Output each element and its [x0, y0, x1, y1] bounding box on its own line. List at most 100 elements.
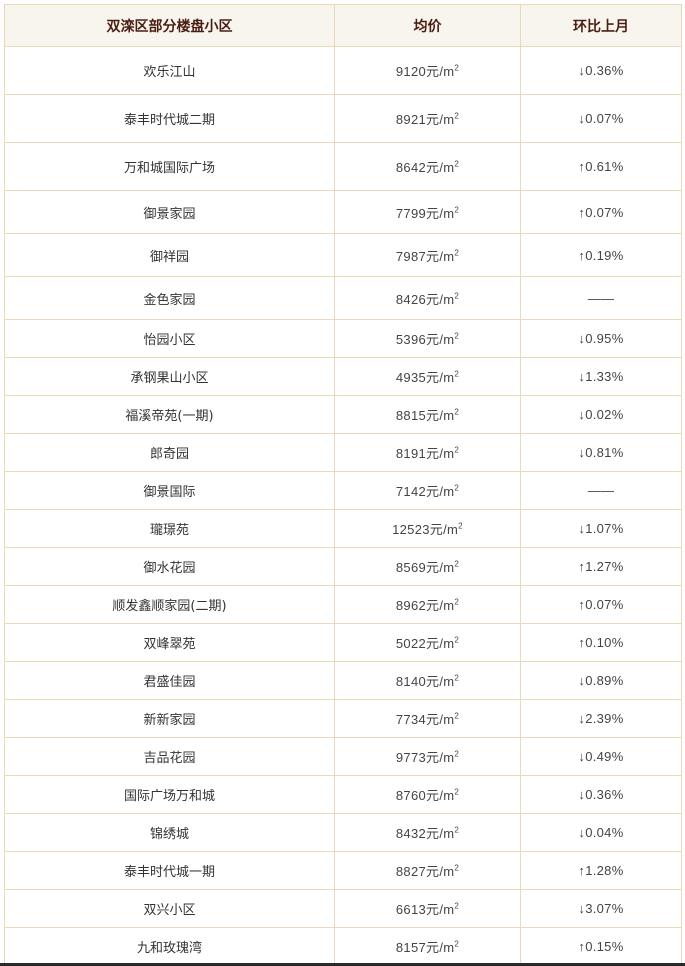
avg-price: 8140元/m2: [334, 661, 521, 700]
price-unit-sup: 2: [454, 635, 460, 645]
mom-change: ↓3.07%: [520, 889, 682, 928]
price-unit: 元/m: [426, 826, 455, 841]
table-row: 君盛佳园 8140元/m2 ↓0.89%: [4, 661, 682, 700]
mom-change: ↓0.07%: [520, 94, 682, 143]
price-unit-sup: 2: [454, 159, 460, 169]
avg-price: 5022元/m2: [334, 623, 521, 662]
price-value: 8191: [395, 446, 427, 461]
price-unit-sup: 2: [454, 939, 460, 949]
mom-change: ↓0.49%: [520, 737, 682, 776]
community-name: 君盛佳园: [4, 661, 335, 700]
mom-change: ↓0.81%: [520, 433, 682, 472]
mom-change: ↓2.39%: [520, 699, 682, 738]
community-name: 御水花园: [4, 547, 335, 586]
avg-price: 6613元/m2: [334, 889, 521, 928]
avg-price: 5396元/m2: [334, 319, 521, 358]
table-row: 御景国际 7142元/m2 ——: [4, 471, 682, 510]
avg-price: 8962元/m2: [334, 585, 521, 624]
table-row: 双兴小区 6613元/m2 ↓3.07%: [4, 889, 682, 928]
table-row: 泰丰时代城二期 8921元/m2 ↓0.07%: [4, 94, 682, 143]
price-value: 7142: [395, 484, 427, 499]
mom-change: ↑1.27%: [520, 547, 682, 586]
table-row: 国际广场万和城 8760元/m2 ↓0.36%: [4, 775, 682, 814]
mom-change: ↓0.02%: [520, 395, 682, 434]
price-unit-sup: 2: [454, 863, 460, 873]
community-name: 欢乐江山: [4, 46, 335, 95]
mom-change: ——: [520, 471, 682, 510]
price-unit-sup: 2: [454, 407, 460, 417]
price-unit: 元/m: [426, 112, 455, 127]
community-name: 九和玫瑰湾: [4, 927, 335, 966]
table-row: 锦绣城 8432元/m2 ↓0.04%: [4, 813, 682, 852]
price-unit: 元/m: [426, 446, 455, 461]
price-unit: 元/m: [426, 560, 455, 575]
price-unit: 元/m: [426, 674, 455, 689]
table-row: 泰丰时代城一期 8827元/m2 ↑1.28%: [4, 851, 682, 890]
price-unit-sup: 2: [454, 291, 460, 301]
table-row: 顺发鑫顺家园(二期) 8962元/m2 ↑0.07%: [4, 585, 682, 624]
price-value: 8569: [395, 560, 427, 575]
community-name: 锦绣城: [4, 813, 335, 852]
avg-price: 8191元/m2: [334, 433, 521, 472]
price-unit-sup: 2: [454, 901, 460, 911]
table-row: 瓏璟苑 12523元/m2 ↓1.07%: [4, 509, 682, 548]
mom-change: ↑0.07%: [520, 190, 682, 234]
header-community: 双滦区部分楼盘小区: [4, 4, 335, 47]
avg-price: 8827元/m2: [334, 851, 521, 890]
price-value: 12523: [392, 522, 430, 537]
community-name: 双兴小区: [4, 889, 335, 928]
price-unit: 元/m: [426, 940, 455, 955]
avg-price: 7799元/m2: [334, 190, 521, 234]
bottom-edge: [0, 963, 685, 966]
mom-change: ↓1.07%: [520, 509, 682, 548]
price-value: 8642: [395, 160, 427, 175]
price-unit: 元/m: [426, 598, 455, 613]
table-row: 怡园小区 5396元/m2 ↓0.95%: [4, 319, 682, 358]
avg-price: 7142元/m2: [334, 471, 521, 510]
table-row: 御景家园 7799元/m2 ↑0.07%: [4, 190, 682, 234]
price-unit-sup: 2: [454, 369, 460, 379]
table-row: 九和玫瑰湾 8157元/m2 ↑0.15%: [4, 927, 682, 966]
table-row: 新新家园 7734元/m2 ↓2.39%: [4, 699, 682, 738]
avg-price: 9773元/m2: [334, 737, 521, 776]
community-name: 顺发鑫顺家园(二期): [4, 585, 335, 624]
avg-price: 4935元/m2: [334, 357, 521, 396]
avg-price: 8569元/m2: [334, 547, 521, 586]
avg-price: 7734元/m2: [334, 699, 521, 738]
avg-price: 8157元/m2: [334, 927, 521, 966]
community-name: 郎奇园: [4, 433, 335, 472]
price-unit-sup: 2: [458, 521, 463, 531]
price-unit: 元/m: [426, 902, 455, 917]
price-unit-sup: 2: [454, 483, 460, 493]
price-unit-sup: 2: [454, 205, 460, 215]
mom-change: ↓0.36%: [520, 46, 682, 95]
mom-change: ↓0.95%: [520, 319, 682, 358]
price-value: 8962: [395, 598, 427, 613]
price-unit: 元/m: [426, 64, 455, 79]
header-avg-price: 均价: [334, 4, 521, 47]
price-unit-sup: 2: [454, 559, 460, 569]
mom-change: ↑0.61%: [520, 142, 682, 191]
price-value: 8157: [395, 940, 427, 955]
price-unit: 元/m: [426, 248, 455, 264]
mom-change: ——: [520, 276, 682, 320]
avg-price: 8432元/m2: [334, 813, 521, 852]
avg-price: 9120元/m2: [334, 46, 521, 95]
price-unit: 元/m: [426, 160, 455, 175]
price-unit: 元/m: [426, 788, 455, 803]
price-unit: 元/m: [426, 750, 455, 765]
table-row: 福溪帝苑(一期) 8815元/m2 ↓0.02%: [4, 395, 682, 434]
avg-price: 8760元/m2: [334, 775, 521, 814]
community-name: 万和城国际广场: [4, 142, 335, 191]
table-row: 万和城国际广场 8642元/m2 ↑0.61%: [4, 142, 682, 191]
price-value: 8432: [395, 826, 427, 841]
community-name: 承钢果山小区: [4, 357, 335, 396]
community-name: 瓏璟苑: [4, 509, 335, 548]
header-mom-change: 环比上月: [520, 4, 682, 47]
housing-price-table: 双滦区部分楼盘小区 均价 环比上月 欢乐江山 9120元/m2 ↓0.36% 泰丰时代…: [4, 4, 682, 966]
mom-change: ↑1.28%: [520, 851, 682, 890]
price-unit-sup: 2: [454, 597, 460, 607]
price-unit: 元/m: [426, 484, 455, 499]
price-value: 7987: [395, 248, 427, 264]
community-name: 福溪帝苑(一期): [4, 395, 335, 434]
